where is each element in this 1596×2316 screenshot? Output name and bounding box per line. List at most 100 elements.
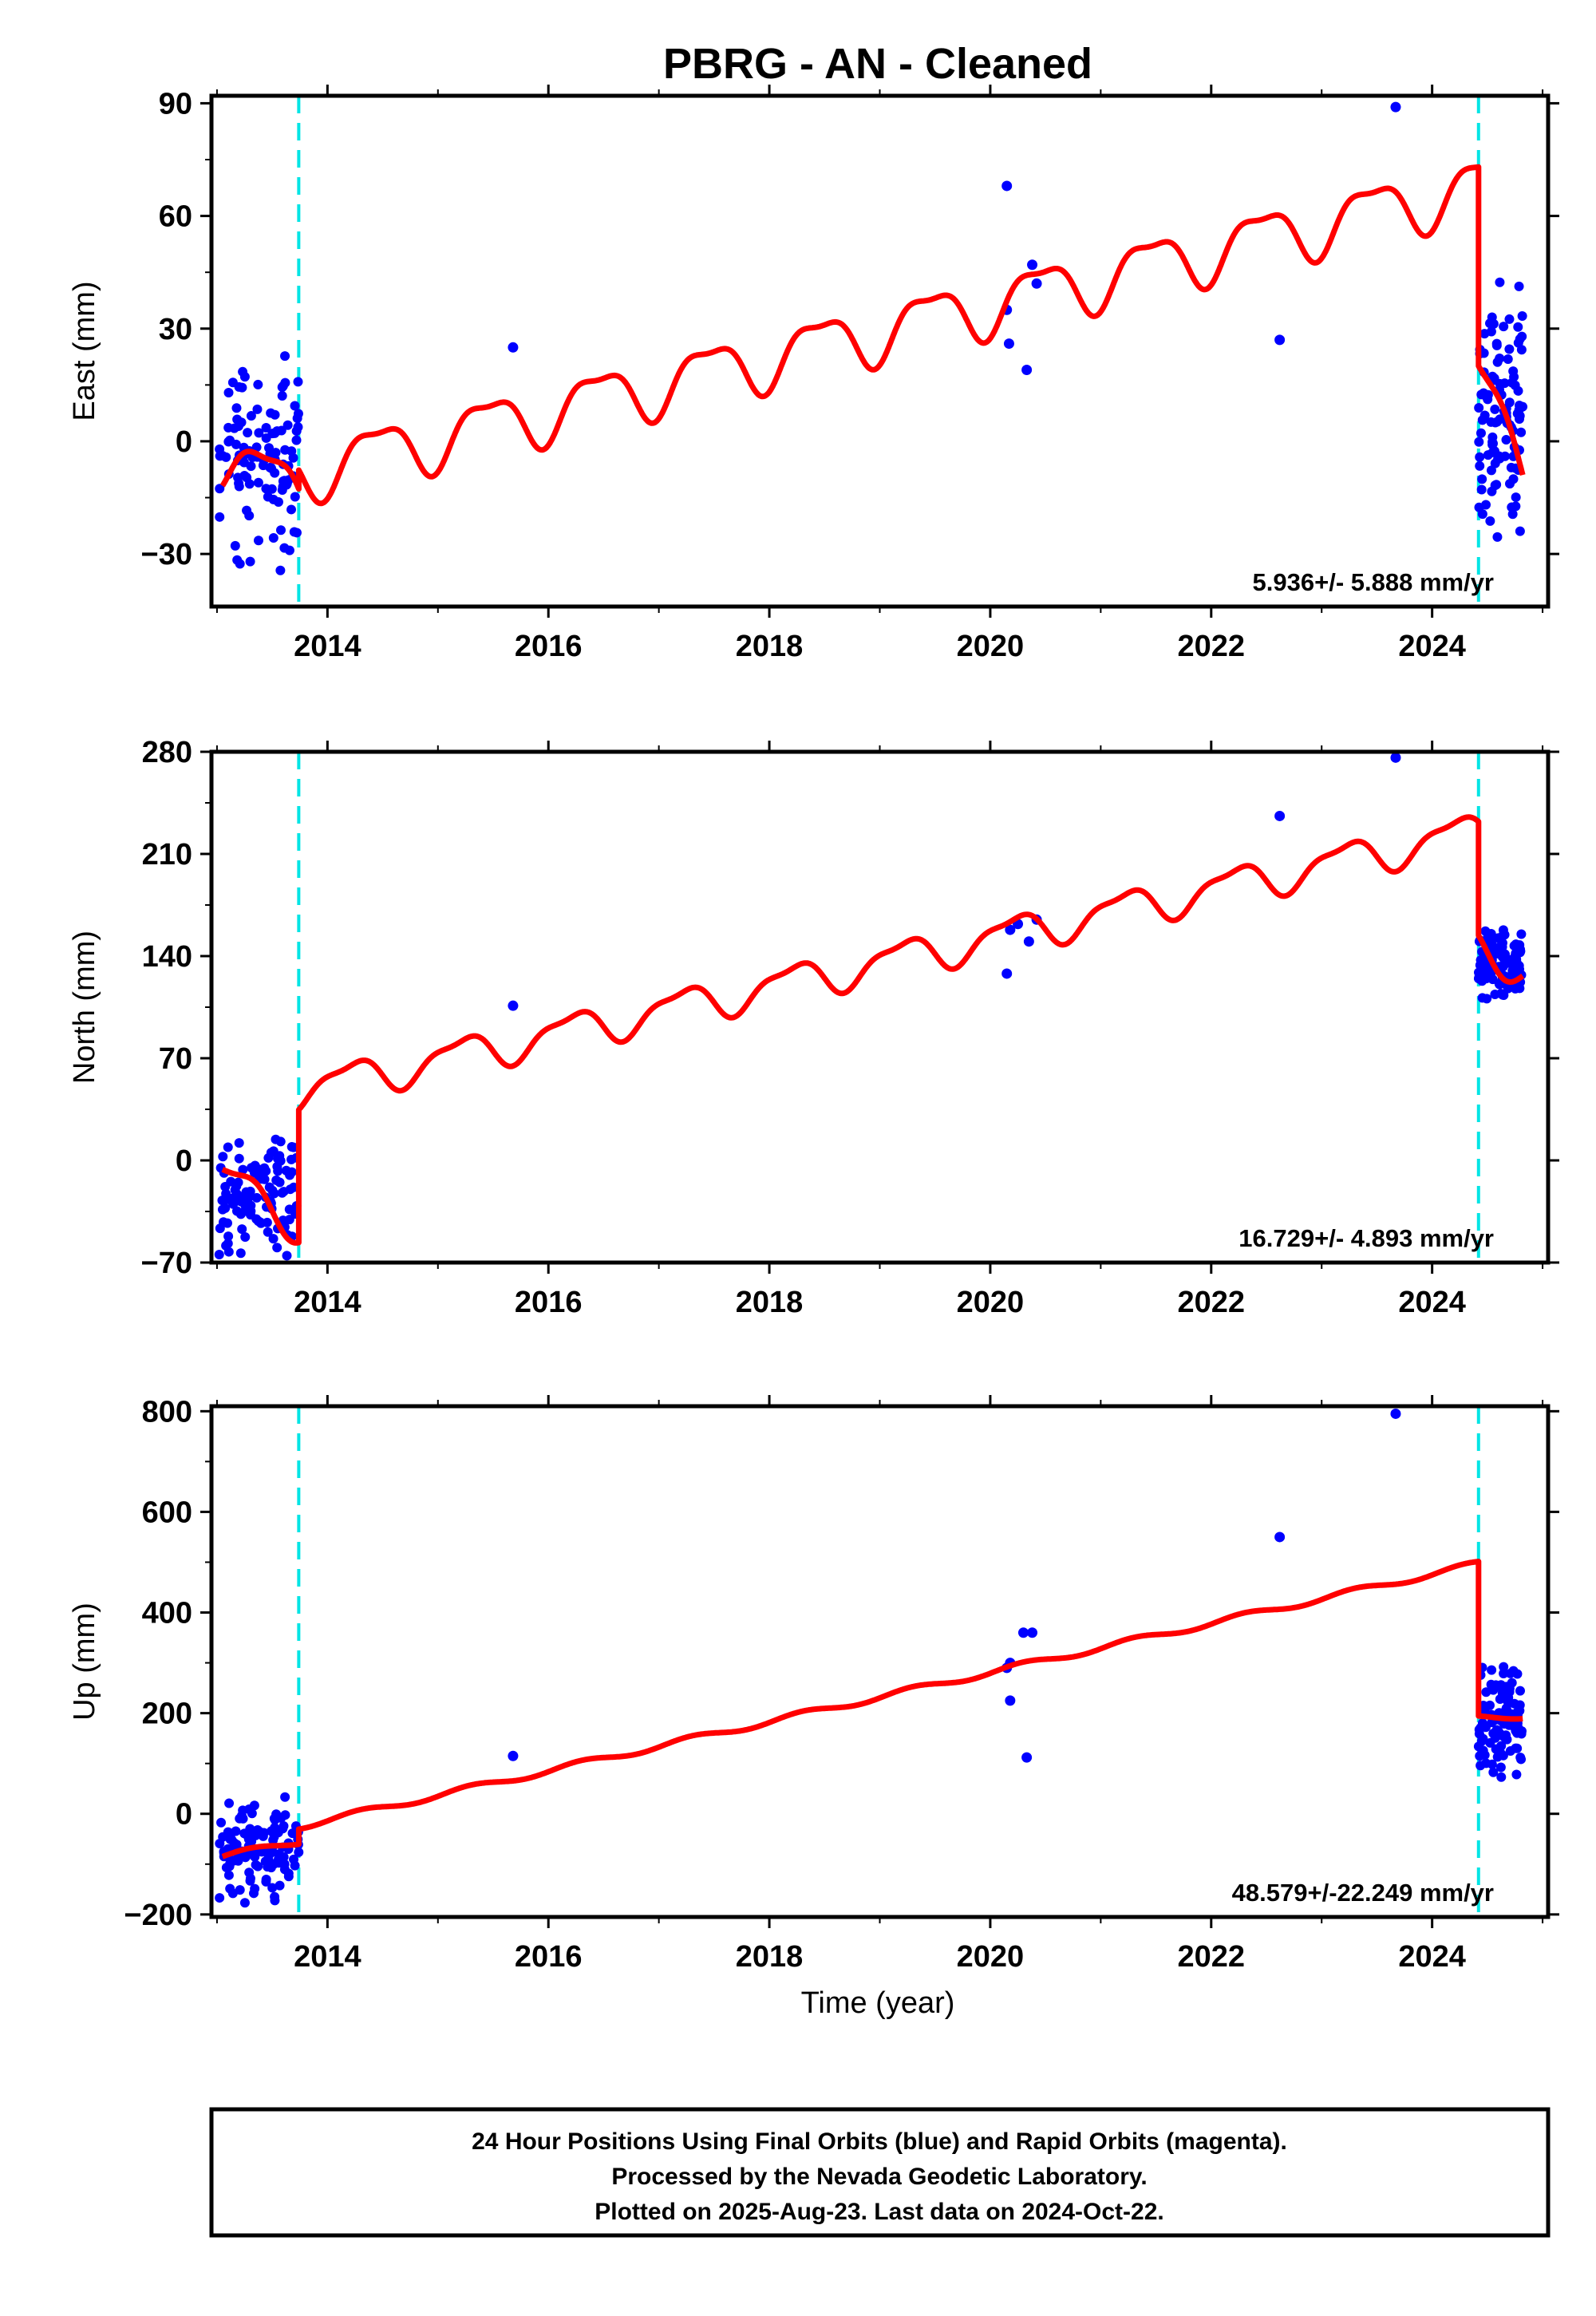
data-point: [1487, 447, 1498, 457]
data-point: [239, 372, 250, 382]
data-point: [231, 403, 242, 413]
data-point: [1490, 480, 1500, 491]
data-point: [237, 1224, 247, 1235]
data-point: [1477, 474, 1487, 484]
data-point: [271, 1809, 282, 1820]
data-point: [1274, 1531, 1286, 1543]
data-point: [1517, 310, 1527, 321]
data-point: [1482, 994, 1492, 1004]
data-point: [234, 1138, 244, 1148]
x-tick-label: 2018: [736, 1940, 804, 1974]
data-point: [1475, 452, 1485, 462]
data-point: [1494, 1681, 1504, 1691]
data-point: [1488, 438, 1499, 449]
data-point: [1488, 1729, 1499, 1739]
x-tick-label: 2018: [736, 1286, 804, 1319]
data-point: [273, 496, 283, 507]
data-point: [267, 1883, 278, 1893]
velocity-label: 5.936+/- 5.888 mm/yr: [1253, 568, 1494, 596]
plot-frame: [209, 1404, 1551, 1919]
y-tick-label: 400: [142, 1597, 192, 1630]
data-point: [1489, 373, 1499, 384]
y-tick-label: 280: [142, 736, 192, 769]
data-point: [239, 1828, 250, 1839]
data-point: [215, 512, 225, 522]
data-point: [259, 1828, 269, 1838]
data-point: [230, 540, 240, 551]
data-point: [1474, 437, 1484, 447]
data-point: [293, 377, 303, 387]
data-point: [233, 1177, 243, 1188]
data-point: [215, 484, 225, 494]
data-point: [1478, 1733, 1488, 1744]
data-point: [235, 559, 245, 569]
footer-box: 24 Hour Positions Using Final Orbits (bl…: [209, 2107, 1551, 2238]
chart-title: PBRG - AN - Cleaned: [663, 40, 1092, 88]
model-fit-line: [220, 1559, 1525, 1860]
data-point: [255, 1217, 266, 1227]
x-tick-label: 2024: [1398, 1286, 1466, 1319]
x-tick-label: 2022: [1178, 1286, 1246, 1319]
data-point: [223, 1142, 233, 1152]
data-point: [276, 425, 286, 436]
data-point: [270, 1859, 280, 1869]
data-point: [252, 404, 263, 414]
data-point: [1005, 924, 1016, 935]
data-point: [268, 1234, 279, 1244]
data-point: [270, 409, 280, 420]
data-point: [1473, 1741, 1483, 1752]
data-point: [245, 1210, 255, 1220]
data-point: [1485, 1737, 1495, 1748]
data-point: [223, 1239, 233, 1249]
y-axis-label: East (mm): [68, 281, 101, 421]
data-point: [253, 477, 263, 488]
data-point: [1515, 1753, 1526, 1763]
data-point: [231, 1191, 241, 1201]
data-point: [1508, 1666, 1519, 1676]
data-point: [1504, 1684, 1515, 1694]
data-point: [1509, 1698, 1519, 1709]
data-point: [290, 492, 300, 502]
data-point: [239, 1898, 250, 1908]
velocity-label: 16.729+/- 4.893 mm/yr: [1238, 1224, 1494, 1252]
data-point: [225, 1834, 235, 1844]
y-tick-label: 70: [159, 1042, 192, 1076]
data-point: [288, 1142, 298, 1152]
data-point: [508, 342, 519, 353]
data-point: [250, 1852, 260, 1862]
data-point: [215, 1893, 225, 1903]
data-point: [1017, 1627, 1029, 1638]
data-point: [1496, 1772, 1507, 1782]
y-tick-label: 600: [142, 1496, 192, 1529]
data-point: [1492, 532, 1503, 542]
data-point: [246, 411, 256, 421]
data-point: [267, 1185, 278, 1196]
data-point: [1479, 388, 1489, 398]
data-point: [1031, 278, 1042, 289]
x-tick-label: 2020: [957, 1286, 1025, 1319]
data-point: [1502, 1734, 1512, 1745]
data-point: [1504, 344, 1515, 354]
data-point: [1486, 465, 1496, 476]
data-point: [251, 1192, 262, 1203]
data-point: [265, 462, 275, 472]
data-point: [227, 1888, 238, 1899]
y-axis-label: North (mm): [68, 931, 101, 1084]
panel-north: −70 0 70 140 210 280 2014 2016 2018 2020 2022 2024 N…: [68, 736, 1559, 1319]
data-point: [1491, 340, 1502, 350]
data-point: [1495, 353, 1505, 363]
y-tick-label: −30: [141, 538, 192, 571]
data-point: [267, 429, 278, 439]
data-point: [275, 565, 286, 575]
footer-frame: [209, 2107, 1551, 2238]
data-point: [277, 391, 287, 401]
data-point: [261, 422, 271, 433]
data-point: [1499, 1662, 1509, 1672]
footer-line-2: Processed by the Nevada Geodetic Laborat…: [611, 2164, 1147, 2190]
data-point: [267, 484, 277, 494]
data-point: [235, 1813, 245, 1824]
data-point: [1005, 1695, 1016, 1706]
plot-frame: [209, 93, 1551, 609]
data-point: [247, 1163, 257, 1173]
data-point: [1476, 484, 1487, 495]
